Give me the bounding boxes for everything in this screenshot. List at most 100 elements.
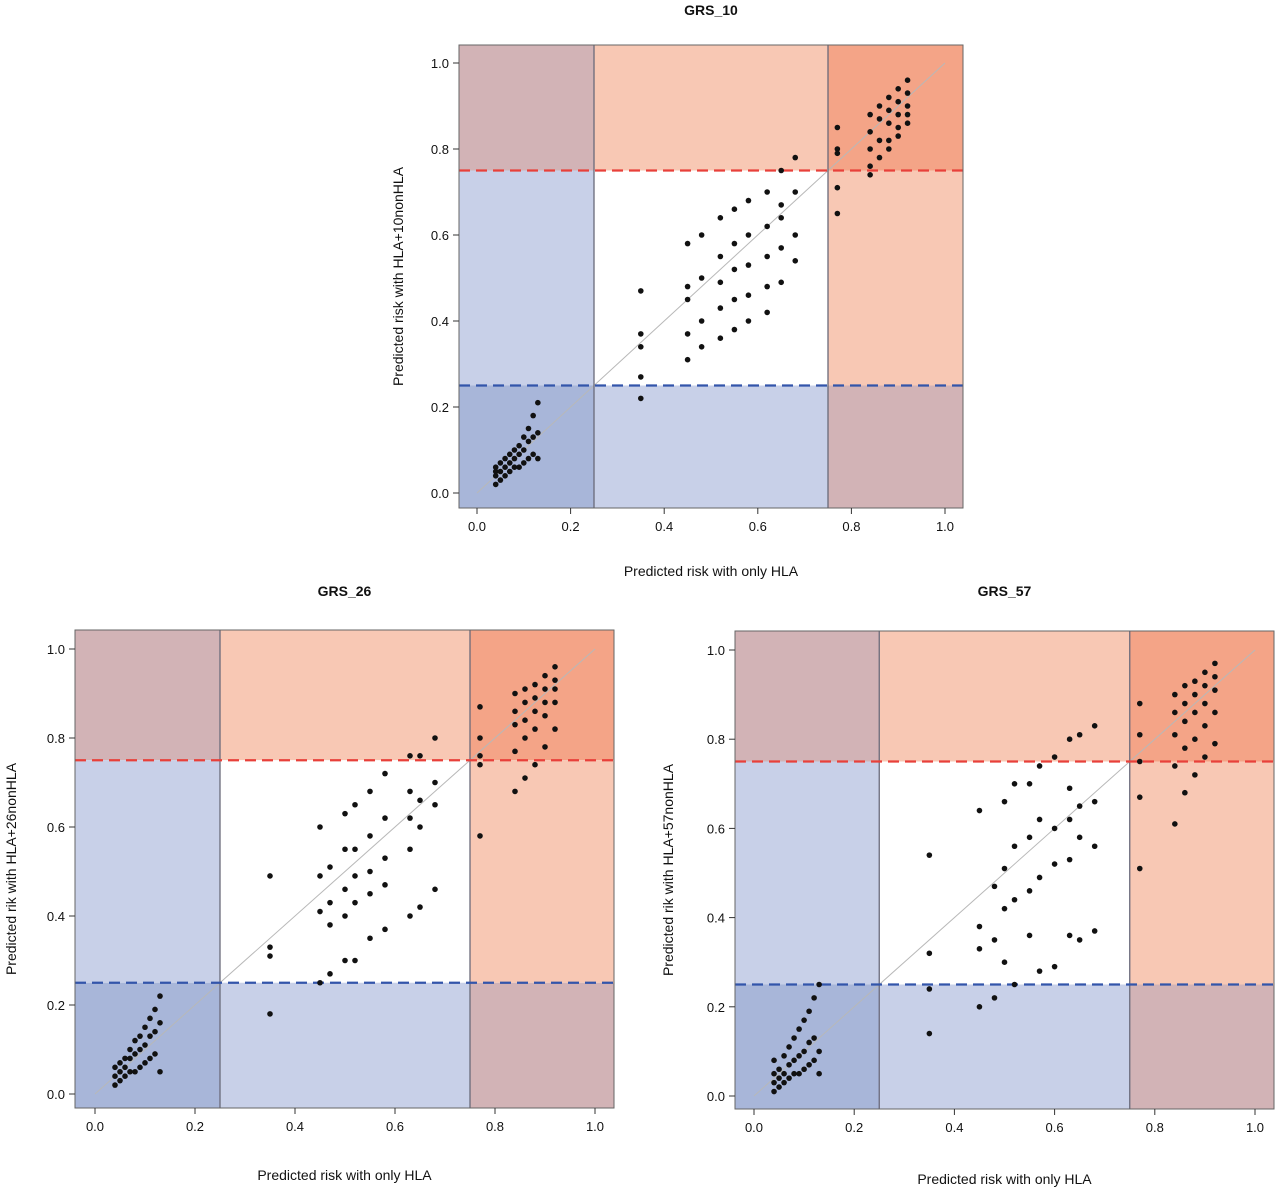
data-point [532,681,538,688]
data-point [516,464,522,471]
data-point [1036,874,1043,881]
region-top-left [459,45,594,171]
data-point [781,1079,787,1086]
data-point [1066,785,1073,792]
data-point [867,146,873,152]
x-tick-label: 0.0 [468,519,486,534]
y-axis-ticks: 0.0 0.2 0.4 0.6 0.8 1.0 [707,643,735,1104]
x-tick-label: 0.8 [486,1119,504,1134]
data-point [522,775,528,781]
data-point [1182,718,1188,725]
data-point [698,275,705,281]
y-tick-label: 0.2 [47,998,65,1013]
data-point [492,473,499,479]
data-point [432,735,438,741]
plot-frame [458,44,964,509]
data-point [530,434,536,440]
data-point [1036,816,1043,823]
data-point [367,868,373,875]
data-point [352,846,358,853]
data-point [834,210,841,217]
data-point [745,197,752,204]
data-point [552,686,558,692]
data-point [867,172,873,178]
data-point [1182,700,1188,707]
data-point [532,761,538,768]
data-point [342,886,348,893]
data-point [382,815,388,821]
data-point [127,1068,133,1075]
chart-title: GRS_10 [684,2,738,18]
data-point [267,953,273,959]
x-tick-label: 1.0 [586,1119,604,1134]
data-point [525,455,532,462]
data-point [834,184,841,191]
data-point [1136,731,1143,738]
data-point [895,124,901,131]
data-point [816,981,822,988]
data-point [796,1070,802,1077]
data-point [522,735,528,741]
data-point [552,677,558,683]
x-tick-label: 0.4 [655,519,673,534]
data-point [717,253,724,260]
data-point [1136,758,1143,765]
data-point [497,460,504,466]
data-point [816,1048,822,1055]
data-point [1091,843,1098,850]
data-point [717,279,724,286]
data-point [1182,682,1188,689]
y-axis-ticks: 0.0 0.2 0.4 0.6 0.8 1.0 [47,642,75,1102]
data-point [432,779,438,786]
region-top-center [879,631,1130,762]
region-bottom-right [828,385,963,508]
y-tick-label: 1.0 [431,56,449,71]
y-tick-label: 1.0 [47,642,65,657]
data-point [991,995,998,1001]
data-point [792,258,799,264]
x-tick-label: 0.8 [842,519,860,534]
plot-frame [74,629,615,1109]
y-tick-label: 0.6 [707,821,725,836]
panel-grs-57: 0.0 0.2 0.4 0.6 0.8 1.0 0.0 0.2 0.4 0.6 0.8 1.0 GR… [660,583,1275,1187]
data-points [112,664,558,1088]
data-point [1192,709,1198,716]
data-point [1182,789,1188,796]
data-point [112,1064,118,1071]
data-point [717,305,724,311]
data-point [895,98,901,105]
data-point [786,1061,792,1068]
data-point [477,753,483,759]
data-point [1192,678,1198,685]
data-point [1051,754,1058,760]
data-point [791,1070,797,1077]
data-point [1026,888,1033,894]
data-point [1212,673,1218,680]
data-point [792,189,799,195]
data-point [867,111,873,118]
data-point [778,202,784,208]
data-point [1011,843,1018,850]
data-point [1001,959,1008,965]
data-point [147,1033,153,1039]
data-point [522,699,528,706]
data-point [1212,740,1218,747]
data-point [367,833,373,839]
data-point [684,283,691,290]
data-point [796,1026,802,1032]
data-point [1192,736,1198,742]
data-point [745,292,752,299]
chart-title: GRS_57 [978,583,1032,599]
data-point [1172,731,1178,738]
data-point [886,107,892,114]
data-point [1076,834,1083,841]
data-point [542,699,548,706]
data-point [327,899,333,906]
data-point [142,1060,148,1066]
data-point [502,473,508,479]
region-bottom-right [470,982,614,1108]
y-tick-label: 0.4 [47,909,65,924]
data-point [926,986,933,992]
data-point [552,726,558,732]
data-point [317,824,323,830]
